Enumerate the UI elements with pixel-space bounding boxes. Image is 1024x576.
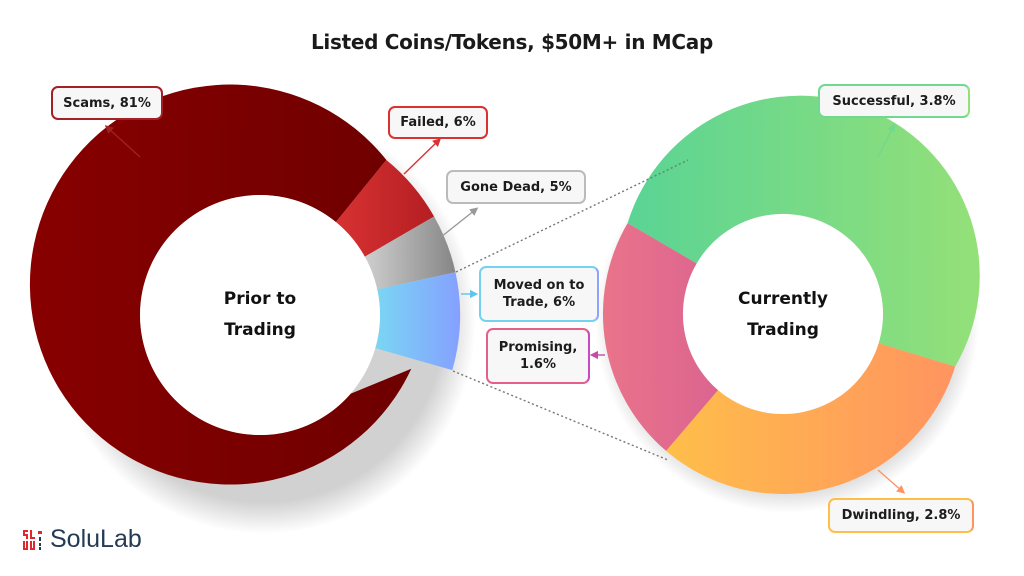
right-donut-hole — [683, 214, 883, 414]
arrow-successful — [877, 123, 895, 158]
arrow-failed — [403, 138, 442, 175]
label-gone-dead: Gone Dead, 5% — [446, 170, 586, 204]
segment-successful[interactable] — [627, 95, 980, 367]
label-moved-on-to-trade: Moved on to Trade, 6% — [479, 266, 599, 322]
left-center-label: Prior to Trading — [223, 289, 297, 340]
segment-gone-dead[interactable] — [364, 216, 456, 290]
right-donut — [602, 95, 980, 494]
left-donut — [29, 84, 461, 485]
arrow-scams — [104, 125, 141, 158]
segment-scams[interactable] — [29, 84, 412, 485]
brand-name: SoluLab — [50, 525, 142, 553]
segment-dwindling[interactable] — [666, 343, 956, 494]
label-promising: Promising, 1.6% — [486, 328, 590, 384]
chart-title: Listed Coins/Tokens, $50M+ in MCap — [310, 30, 713, 54]
label-dwindling: Dwindling, 2.8% — [828, 498, 974, 533]
segment-promising[interactable] — [602, 223, 718, 451]
label-successful: Successful, 3.8% — [818, 84, 970, 118]
label-scams: Scams, 81% — [51, 86, 163, 120]
solulab-logo-icon — [23, 529, 42, 550]
right-center-label: Currently Trading — [737, 289, 828, 340]
label-failed: Failed, 6% — [388, 106, 488, 139]
segment-failed[interactable] — [335, 160, 435, 257]
arrow-dwindling — [877, 469, 906, 494]
segment-moved-on-to-trade[interactable] — [375, 272, 461, 371]
connector-bottom — [452, 370, 669, 461]
left-donut-hole — [140, 195, 380, 435]
arrow-gone-dead — [440, 207, 479, 238]
brand-logo: SoluLab — [22, 525, 142, 554]
